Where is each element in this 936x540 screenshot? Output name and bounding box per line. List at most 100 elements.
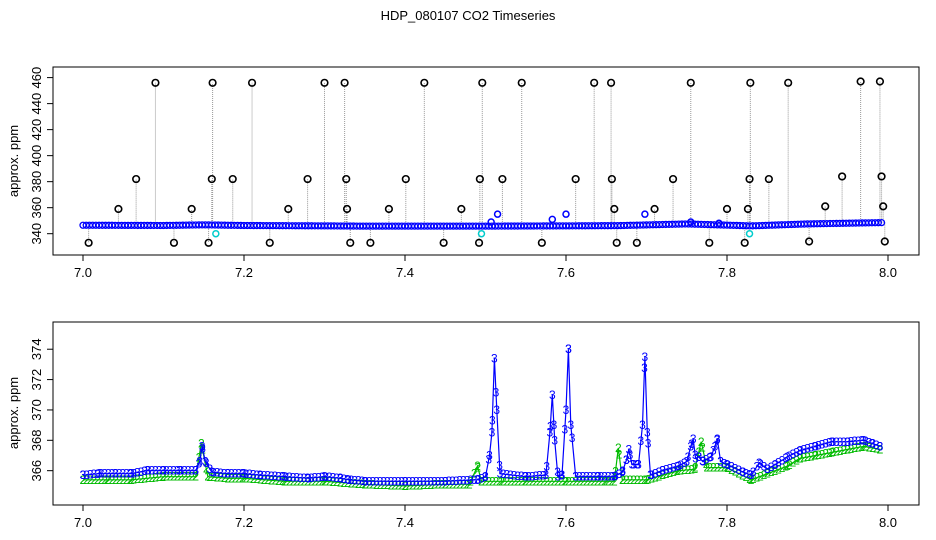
series-marker-2: 2 bbox=[148, 471, 155, 485]
series-marker-2: 2 bbox=[156, 470, 163, 484]
series-marker-2: 2 bbox=[420, 478, 427, 492]
series-marker-2: 2 bbox=[362, 477, 369, 491]
plot2-frame bbox=[52, 321, 920, 506]
series-marker-3: 3 bbox=[644, 426, 651, 440]
series-marker-3: 3 bbox=[431, 474, 438, 488]
cyan-point bbox=[212, 229, 220, 238]
series-marker-3: 3 bbox=[134, 466, 141, 480]
series-marker-3: 3 bbox=[257, 468, 264, 482]
series-marker-2: 2 bbox=[641, 473, 648, 487]
outlier-point bbox=[606, 78, 616, 87]
series-marker-2: 2 bbox=[724, 461, 731, 475]
series-marker-2: 2 bbox=[384, 478, 391, 492]
y-tick-label: 366 bbox=[29, 460, 44, 482]
series-marker-3: 3 bbox=[721, 456, 728, 470]
series-marker-3: 3 bbox=[203, 456, 210, 470]
series-marker-3: 3 bbox=[366, 474, 373, 488]
series-marker-3: 3 bbox=[283, 470, 290, 484]
series-marker-2: 2 bbox=[315, 474, 322, 488]
y-tick-label: 374 bbox=[29, 338, 44, 360]
series-marker-2: 2 bbox=[127, 473, 134, 487]
series-marker-3: 3 bbox=[279, 470, 286, 484]
chart-title: HDP_080107 CO2 Timeseries bbox=[380, 8, 556, 23]
series-marker-2: 2 bbox=[772, 464, 779, 478]
series-marker-3: 3 bbox=[424, 474, 431, 488]
series-marker-3: 3 bbox=[362, 474, 369, 488]
series-marker-3: 3 bbox=[522, 470, 529, 484]
series-marker-3: 3 bbox=[692, 448, 699, 462]
outlier-point bbox=[537, 238, 546, 247]
series-marker-2: 2 bbox=[525, 474, 532, 488]
series-marker-2: 2 bbox=[648, 471, 655, 485]
series-marker-2: 2 bbox=[489, 474, 496, 488]
series-marker-3: 3 bbox=[330, 471, 337, 485]
series-marker-3: 3 bbox=[503, 468, 510, 482]
series-marker-3: 3 bbox=[326, 470, 333, 484]
series-marker-2: 2 bbox=[435, 478, 442, 492]
series-marker-3: 3 bbox=[304, 471, 311, 485]
series-marker-3: 3 bbox=[547, 419, 554, 433]
series-marker-3: 3 bbox=[638, 434, 645, 448]
series-marker-3: 3 bbox=[559, 468, 566, 482]
series-marker-3: 3 bbox=[511, 468, 518, 482]
series-marker-2: 2 bbox=[848, 442, 855, 456]
cyan-point bbox=[477, 229, 486, 238]
series-marker-2: 2 bbox=[232, 471, 239, 485]
series-marker-2: 2 bbox=[645, 472, 652, 486]
series-marker-2: 2 bbox=[793, 453, 800, 467]
x-tick-label: 7.8 bbox=[718, 265, 736, 280]
series-marker-2: 2 bbox=[446, 477, 453, 491]
series-marker-2: 2 bbox=[221, 471, 228, 485]
series-marker-2: 2 bbox=[830, 445, 837, 459]
series-marker-2: 2 bbox=[181, 470, 188, 484]
series-marker-2: 2 bbox=[866, 440, 873, 454]
series-marker-3: 3 bbox=[735, 463, 742, 477]
series-marker-3: 3 bbox=[764, 462, 771, 476]
series-marker-2: 2 bbox=[355, 477, 362, 491]
series-marker-3: 3 bbox=[790, 447, 797, 461]
series-marker-3: 3 bbox=[634, 458, 641, 472]
series-marker-3: 3 bbox=[869, 436, 876, 450]
series-marker-3: 3 bbox=[446, 474, 453, 488]
outlier-point bbox=[821, 202, 830, 211]
series-marker-2: 2 bbox=[663, 467, 670, 481]
series-marker-2: 2 bbox=[120, 473, 127, 487]
series-marker-2: 2 bbox=[297, 474, 304, 488]
series-marker-3: 3 bbox=[601, 470, 608, 484]
series-marker-2: 2 bbox=[819, 447, 826, 461]
series-marker-2: 2 bbox=[254, 472, 261, 486]
outlier-point bbox=[571, 174, 580, 184]
series-marker-2: 2 bbox=[261, 473, 268, 487]
series-marker-2: 2 bbox=[225, 471, 232, 485]
series-marker-3: 3 bbox=[206, 462, 213, 476]
series-marker-3: 3 bbox=[554, 465, 561, 479]
series-marker-3: 3 bbox=[196, 456, 203, 470]
series-marker-2: 2 bbox=[858, 440, 865, 454]
series-marker-2: 2 bbox=[351, 477, 358, 491]
series-marker-3: 3 bbox=[830, 435, 837, 449]
series-marker-3: 3 bbox=[532, 469, 539, 483]
series-marker-2: 2 bbox=[442, 477, 449, 491]
series-marker-2: 2 bbox=[286, 474, 293, 488]
blue-point bbox=[493, 210, 502, 218]
series-marker-3: 3 bbox=[619, 464, 626, 478]
series-marker-2: 2 bbox=[402, 479, 409, 493]
series-marker-2: 2 bbox=[475, 461, 482, 475]
series-marker-3: 3 bbox=[753, 460, 760, 474]
series-marker-3: 3 bbox=[833, 435, 840, 449]
series-marker-3: 3 bbox=[647, 468, 654, 482]
series-marker-3: 3 bbox=[344, 473, 351, 487]
series-marker-2: 2 bbox=[402, 479, 409, 493]
series-marker-3: 3 bbox=[642, 350, 649, 364]
series-marker-3: 3 bbox=[710, 444, 717, 458]
series-marker-3: 3 bbox=[815, 439, 822, 453]
series-marker-3: 3 bbox=[486, 448, 493, 462]
y-tick-label: 400 bbox=[29, 145, 44, 167]
series-marker-3: 3 bbox=[656, 465, 663, 479]
series-marker-2: 2 bbox=[198, 436, 205, 450]
x-tick-label: 8.0 bbox=[879, 515, 897, 530]
outlier-point bbox=[228, 174, 237, 184]
series-marker-2: 2 bbox=[652, 470, 659, 484]
plot2-area: 7.0 7.2 7.4 7.6 7.8 8.0 366 368 370 372 374 approx.… bbox=[6, 338, 897, 530]
series-marker-3: 3 bbox=[685, 450, 692, 464]
